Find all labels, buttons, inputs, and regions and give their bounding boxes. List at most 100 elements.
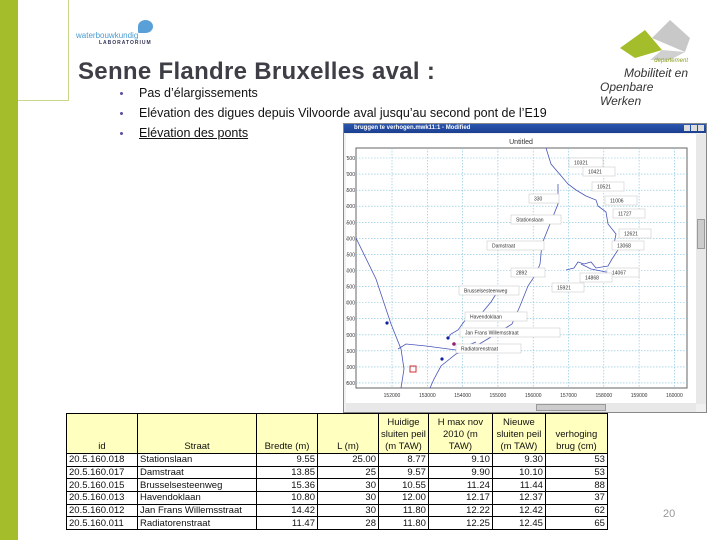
accent-bar <box>0 0 18 540</box>
map-label: 11727 <box>618 212 632 218</box>
map-label: 11006 <box>610 199 624 205</box>
table-cell: 12.45 <box>491 516 546 531</box>
header-line: Huidige <box>387 417 420 428</box>
y-tick-label: 182500 <box>346 317 355 323</box>
y-tick-label: 187500 <box>346 156 355 162</box>
logo-text: waterbouwkundig <box>76 31 139 40</box>
table-row: 20.5.160.013 Havendoklaan 10.80 30 12.00 12.1… <box>66 491 608 505</box>
bridge-point <box>385 321 389 325</box>
table-cell: 20.5.160.012 <box>66 503 138 518</box>
map-label-box <box>612 208 646 219</box>
y-tick-label: 184000 <box>346 268 355 274</box>
vertical-scrollbar[interactable] <box>696 134 706 404</box>
header-line: Straat <box>184 441 210 452</box>
y-tick-label: 186000 <box>346 204 355 210</box>
table-cell: 9.90 <box>427 465 493 480</box>
table-cell: 12.17 <box>427 491 493 505</box>
bridge-point <box>440 357 444 361</box>
logo-line1: Mobiliteit en <box>623 66 688 80</box>
table-cell: 53 <box>544 453 608 467</box>
table-cell: 10.10 <box>491 465 546 480</box>
map-label: Damstraat <box>492 244 516 250</box>
map-label-box <box>551 282 585 293</box>
x-tick-label: 157000 <box>560 393 577 399</box>
map-label-box <box>528 193 560 204</box>
table-cell: 25 <box>317 465 379 480</box>
map-label: 330 <box>534 197 543 203</box>
map-label: Havendoklaan <box>470 315 502 321</box>
table-cell: 30 <box>317 503 379 518</box>
map-label: 12621 <box>624 232 638 238</box>
x-tick-label: 160000 <box>666 393 683 399</box>
map-label: 10521 <box>597 185 611 191</box>
header-line: (m TAW) <box>385 441 422 452</box>
map-label: 10321 <box>574 161 588 167</box>
table-cell: 10.55 <box>378 478 429 493</box>
table-cell: 28 <box>317 516 379 531</box>
x-tick-label: 158000 <box>595 393 612 399</box>
table-cell: 11.47 <box>256 516 318 531</box>
table-cell: 15.36 <box>256 478 318 493</box>
close-button[interactable] <box>698 125 704 131</box>
table-cell: 9.55 <box>256 453 318 467</box>
logo-line2: Openbare Werken <box>600 80 654 108</box>
table-cell: 9.10 <box>427 453 493 467</box>
map-label-box <box>510 214 562 225</box>
table-cell: Jan Frans Willemsstraat <box>137 503 257 518</box>
header-line: L (m) <box>337 441 359 452</box>
map-label: 14868 <box>585 276 599 282</box>
map-label-box <box>458 285 520 296</box>
slide-title: Senne Flandre Bruxelles aval : <box>78 58 436 85</box>
window-titlebar[interactable]: bruggen te verhogen.mwk11:1 - Modified <box>344 124 706 133</box>
table-cell: 20.5.160.018 <box>66 453 138 467</box>
table-cell: 11.24 <box>427 478 493 493</box>
bullet-item: Elévation des digues depuis Vilvoorde av… <box>116 106 547 126</box>
minimize-button[interactable] <box>684 125 690 131</box>
table-cell: 13.85 <box>256 465 318 480</box>
table-cell: Havendoklaan <box>137 491 257 505</box>
table-cell: Stationslaan <box>137 453 257 467</box>
column-header: H max nov 2010 (m TAW) <box>427 413 493 454</box>
bullet-text: Pas d’élargissements <box>139 86 258 100</box>
scroll-thumb[interactable] <box>697 219 705 249</box>
header-line: sluiten peil <box>496 429 542 440</box>
table-cell: 62 <box>544 503 608 518</box>
logo-dep: departement <box>654 58 688 64</box>
bullet-item: Pas d’élargissements <box>116 86 547 106</box>
table-cell: 88 <box>544 478 608 493</box>
table-cell: 12.22 <box>427 503 493 518</box>
bullet-item: Elévation des ponts <box>116 126 547 146</box>
y-tick-label: 183000 <box>346 301 355 307</box>
river-line <box>429 184 559 389</box>
map-label: 15921 <box>557 286 571 292</box>
maximize-button[interactable] <box>691 125 697 131</box>
map-plot[interactable]: Untitled 152000 153000 154000 155000 156000 15… <box>338 134 696 404</box>
table-cell: 9.30 <box>491 453 546 467</box>
logo-subtext: LABORATORIUM <box>99 40 152 46</box>
y-tick-label: 184500 <box>346 252 355 258</box>
map-svg[interactable]: Untitled 152000 153000 154000 155000 156000 15… <box>338 134 696 404</box>
header-line: sluiten peil <box>381 429 426 440</box>
map-label: 10421 <box>588 170 602 176</box>
table-cell: 30 <box>317 491 379 505</box>
table-cell: 25.00 <box>317 453 379 467</box>
table-cell: 12.42 <box>491 503 546 518</box>
scroll-thumb[interactable] <box>536 404 606 411</box>
column-header: L (m) <box>317 413 379 454</box>
table-cell: 11.80 <box>378 503 429 518</box>
x-tick-label: 152000 <box>384 393 401 399</box>
column-header: id <box>66 413 138 454</box>
bridge-point <box>446 336 450 340</box>
river-line <box>355 237 405 389</box>
map-label-box <box>459 327 561 338</box>
table-cell: 8.77 <box>378 453 429 467</box>
table-cell: 65 <box>544 516 608 531</box>
horizontal-scrollbar[interactable] <box>346 403 696 412</box>
map-window[interactable]: bruggen te verhogen.mwk11:1 - Modified U… <box>338 123 707 413</box>
table-cell: 53 <box>544 465 608 480</box>
header-line: id <box>98 441 106 452</box>
table-row: 20.5.160.015 Brusselsesteenweg 15.36 30 10.5… <box>66 478 608 493</box>
plot-frame <box>355 147 688 389</box>
table-cell: 30 <box>317 478 379 493</box>
table-cell: 20.5.160.017 <box>66 465 138 480</box>
